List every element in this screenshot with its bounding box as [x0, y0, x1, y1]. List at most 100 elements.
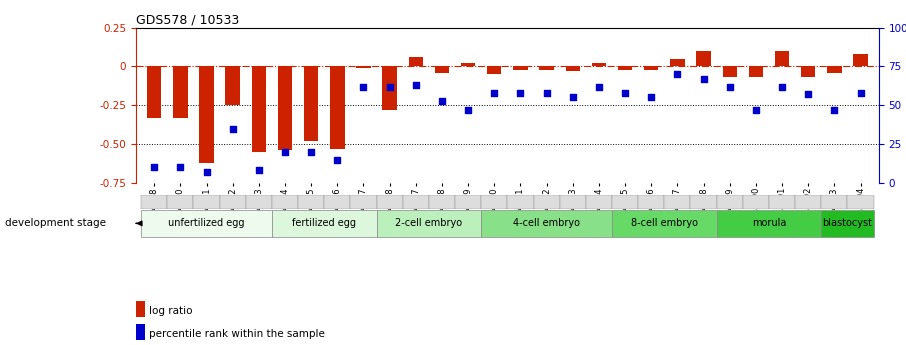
Point [722, 84, 737, 89]
Bar [618, 66, 632, 70]
Point [748, 107, 763, 112]
Bar [324, 195, 351, 209]
Bar [592, 63, 606, 66]
Text: 8-cell embryo: 8-cell embryo [631, 218, 698, 228]
Bar [403, 195, 429, 209]
Text: GDS578 / 10533: GDS578 / 10533 [136, 13, 239, 27]
Bar [853, 54, 868, 66]
Bar [748, 66, 763, 77]
Bar [252, 66, 266, 152]
Text: 2-cell embryo: 2-cell embryo [395, 218, 462, 228]
Bar [435, 66, 449, 73]
Bar [136, 324, 145, 340]
Bar [173, 66, 188, 118]
Bar [272, 195, 298, 209]
Text: percentile rank within the sample: percentile rank within the sample [149, 329, 325, 338]
Bar [586, 195, 612, 209]
Bar [775, 51, 789, 66]
Bar [382, 66, 397, 110]
Bar [141, 195, 168, 209]
Text: unfertilized egg: unfertilized egg [169, 218, 245, 228]
Bar [847, 195, 873, 209]
Text: 4-cell embryo: 4-cell embryo [513, 218, 580, 228]
Bar [226, 66, 240, 105]
Bar [612, 195, 638, 209]
Text: morula: morula [752, 218, 786, 228]
Point [226, 126, 240, 131]
Point [775, 84, 789, 89]
Bar [351, 195, 377, 209]
Bar [481, 195, 507, 209]
Bar [795, 195, 821, 209]
Point [435, 98, 449, 104]
Point [565, 95, 580, 100]
Bar [821, 195, 847, 209]
Point [853, 90, 868, 96]
Point [697, 76, 711, 82]
Bar [664, 195, 690, 209]
Point [487, 90, 502, 96]
Bar [507, 195, 534, 209]
Text: fertilized egg: fertilized egg [293, 218, 356, 228]
Text: development stage: development stage [5, 218, 105, 227]
Bar [298, 195, 324, 209]
Bar [827, 66, 842, 73]
Bar [801, 66, 815, 77]
Bar [136, 301, 145, 317]
Bar [534, 195, 560, 209]
Bar [670, 59, 685, 66]
Bar [769, 195, 795, 209]
Bar [612, 210, 717, 237]
Bar [246, 195, 272, 209]
Point [513, 90, 527, 96]
Bar [194, 195, 219, 209]
Bar [168, 195, 194, 209]
Point [409, 82, 423, 88]
Bar [487, 66, 502, 74]
Bar [560, 195, 586, 209]
Bar [272, 210, 377, 237]
Point [801, 92, 815, 97]
Bar [377, 195, 403, 209]
Bar [429, 195, 455, 209]
Bar [455, 195, 481, 209]
Bar [539, 66, 554, 70]
Bar [638, 195, 664, 209]
Bar [565, 66, 580, 71]
Bar [304, 66, 318, 141]
Point [199, 169, 214, 175]
Point [670, 71, 685, 77]
Bar [409, 57, 423, 66]
Bar [743, 195, 769, 209]
Bar [199, 66, 214, 163]
Bar [717, 210, 821, 237]
Bar [690, 195, 717, 209]
Bar [697, 51, 710, 66]
Bar [278, 66, 293, 150]
Text: log ratio: log ratio [149, 306, 193, 316]
Point [539, 90, 554, 96]
Point [330, 157, 344, 162]
Point [592, 84, 606, 89]
Bar [513, 66, 527, 70]
Bar [147, 66, 161, 118]
Bar [644, 66, 659, 70]
Bar [717, 195, 743, 209]
Point [644, 95, 659, 100]
Bar [219, 195, 246, 209]
Point [173, 165, 188, 170]
Point [252, 168, 266, 173]
Bar [141, 210, 272, 237]
Point [618, 90, 632, 96]
Point [382, 84, 397, 89]
Point [356, 84, 371, 89]
Point [461, 107, 476, 112]
Bar [461, 63, 476, 66]
Bar [821, 210, 873, 237]
Bar [722, 66, 737, 77]
Point [827, 107, 842, 112]
Point [147, 165, 161, 170]
Bar [481, 210, 612, 237]
Bar [377, 210, 481, 237]
Text: blastocyst: blastocyst [823, 218, 872, 228]
